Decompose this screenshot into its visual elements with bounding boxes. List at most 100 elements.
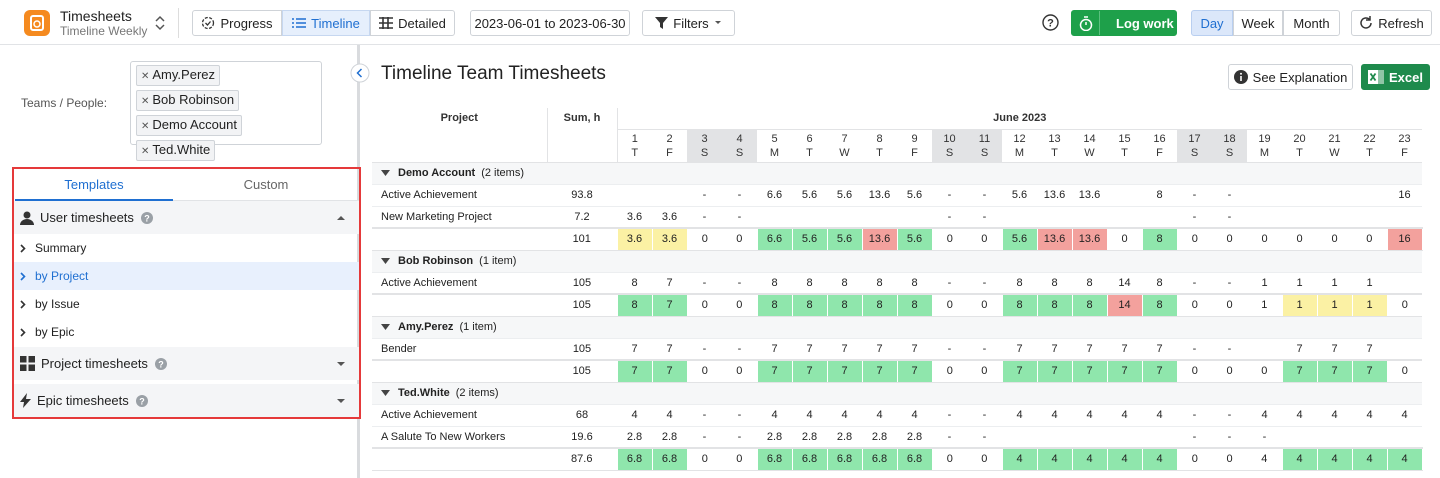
day-cell: 7: [1107, 338, 1142, 361]
day-cell: [1107, 184, 1142, 207]
day-cell: 8: [617, 272, 652, 295]
day-cell: [1352, 426, 1387, 449]
day-cell: [1317, 206, 1352, 229]
total-cell: 7: [1281, 359, 1318, 383]
tab-active[interactable]: Templates: [15, 169, 173, 201]
group-row[interactable]: Amy.Perez (1 item): [372, 316, 1422, 339]
label: by Project: [35, 269, 89, 283]
period-button[interactable]: Month: [1283, 10, 1340, 36]
day-cell: -: [967, 206, 1002, 229]
day-cell: [1002, 206, 1037, 229]
person-tag[interactable]: ✕ Demo Account: [136, 115, 242, 136]
section-header[interactable]: Project timesheets?: [14, 347, 359, 380]
day-header: 21 W: [1317, 129, 1352, 163]
day-cell: [1247, 206, 1282, 229]
total-cell: 7: [616, 359, 653, 383]
day-cell: 2.8: [617, 426, 652, 449]
day-cell: -: [687, 206, 722, 229]
expand-icon[interactable]: [381, 324, 390, 330]
expand-icon[interactable]: [381, 258, 390, 264]
day-cell: -: [1212, 338, 1247, 361]
total-cell: 8: [1001, 293, 1038, 317]
day-cell: 7: [1037, 338, 1072, 361]
section-header[interactable]: Epic timesheets?: [14, 384, 359, 417]
expand-icon[interactable]: [381, 390, 390, 396]
day-cell: 7: [1352, 338, 1387, 361]
day-cell: -: [1212, 426, 1247, 449]
template-item[interactable]: by Epic: [14, 318, 359, 346]
group-cell: Amy.Perez (1 item): [372, 316, 1422, 339]
total-cell: 0: [1387, 293, 1422, 317]
total-cell: 5.6: [826, 227, 863, 251]
day-cell: -: [1177, 206, 1212, 229]
day-date: 22: [1363, 132, 1376, 145]
group-cell: Bob Robinson (1 item): [372, 250, 1422, 273]
day-cell: 4: [652, 404, 687, 427]
date-range[interactable]: 2023-06-01 to 2023-06-30: [470, 10, 630, 36]
day-header: 17 S: [1177, 129, 1212, 163]
day-cell: 7: [1002, 338, 1037, 361]
tab[interactable]: Custom: [173, 169, 359, 201]
switch-icon[interactable]: [154, 14, 166, 32]
svg-text:?: ?: [1047, 18, 1054, 30]
day-cell: -: [1247, 426, 1282, 449]
total-cell: 0: [1107, 227, 1142, 251]
total-cell: 8: [861, 293, 898, 317]
sum-header: Sum, h: [547, 108, 618, 163]
people-select[interactable]: ✕ Amy.Perez ✕ Bob Robinson ✕ Demo Account ✕ Ted…: [130, 61, 322, 161]
svg-text:?: ?: [158, 359, 164, 369]
help-icon[interactable]: ?: [1042, 14, 1059, 31]
separator: [178, 8, 179, 38]
day-cell: -: [932, 404, 967, 427]
day-cell: [1072, 206, 1107, 229]
log-work-button[interactable]: Log work: [1071, 10, 1177, 36]
day-cell: 2.8: [862, 426, 897, 449]
view-button[interactable]: Progress: [192, 10, 282, 36]
day-cell: 8: [1037, 272, 1072, 295]
total-row: 105 8 7 0 0 8 8 8 8 8 0 0 8 8 8 14 8 0 0 1 1 1 1 0: [372, 293, 1422, 317]
remove-icon[interactable]: ✕: [141, 96, 150, 107]
remove-icon[interactable]: ✕: [141, 121, 150, 132]
svg-text:?: ?: [139, 396, 145, 406]
remove-icon[interactable]: ✕: [141, 71, 150, 82]
group-row[interactable]: Ted.White (2 items): [372, 382, 1422, 405]
total-cell: 4: [1247, 447, 1282, 471]
refresh-button[interactable]: Refresh: [1351, 10, 1432, 36]
collapse-button[interactable]: [350, 63, 370, 83]
remove-icon[interactable]: ✕: [141, 146, 150, 157]
person-tag[interactable]: ✕ Bob Robinson: [136, 90, 240, 111]
label: by Epic: [35, 325, 75, 339]
total-cell: 7: [826, 359, 863, 383]
view-button-active[interactable]: Timeline: [282, 10, 370, 36]
day-weekday: S: [700, 146, 709, 159]
total-cell: 5.6: [791, 227, 828, 251]
template-item[interactable]: by Issue: [14, 290, 359, 318]
total-cell: 0: [932, 227, 967, 251]
person-tag[interactable]: ✕ Ted.White: [136, 140, 216, 161]
day-cell: 4: [862, 404, 897, 427]
month-header: June 2023: [617, 108, 1422, 130]
period-button[interactable]: Week: [1233, 10, 1283, 36]
day-cell: 2.8: [757, 426, 792, 449]
expand-icon[interactable]: [381, 170, 390, 176]
templates-panel: Templates Custom User timesheets? Summar…: [12, 167, 361, 419]
day-cell: 7: [897, 338, 932, 361]
view-button[interactable]: Detailed: [370, 10, 455, 36]
day-cell: [862, 206, 897, 229]
template-item-selected[interactable]: by Project: [14, 262, 359, 290]
label: Epic timesheets: [37, 393, 129, 408]
explanation-button[interactable]: See Explanation: [1228, 64, 1353, 90]
group-row[interactable]: Demo Account (2 items): [372, 162, 1422, 185]
filters-button[interactable]: Filters: [642, 10, 735, 36]
person-tag[interactable]: ✕ Amy.Perez: [136, 65, 220, 86]
total-cell: 16: [1386, 227, 1423, 251]
day-cell: [897, 206, 932, 229]
day-cell: 2.8: [792, 426, 827, 449]
day-cell: 4: [1037, 404, 1072, 427]
section-header[interactable]: User timesheets?: [14, 201, 359, 234]
group-row[interactable]: Bob Robinson (1 item): [372, 250, 1422, 273]
excel-button[interactable]: Excel: [1361, 64, 1430, 90]
total-cell: 8: [791, 293, 828, 317]
template-item[interactable]: Summary: [14, 234, 359, 262]
period-button-active[interactable]: Day: [1191, 10, 1233, 36]
